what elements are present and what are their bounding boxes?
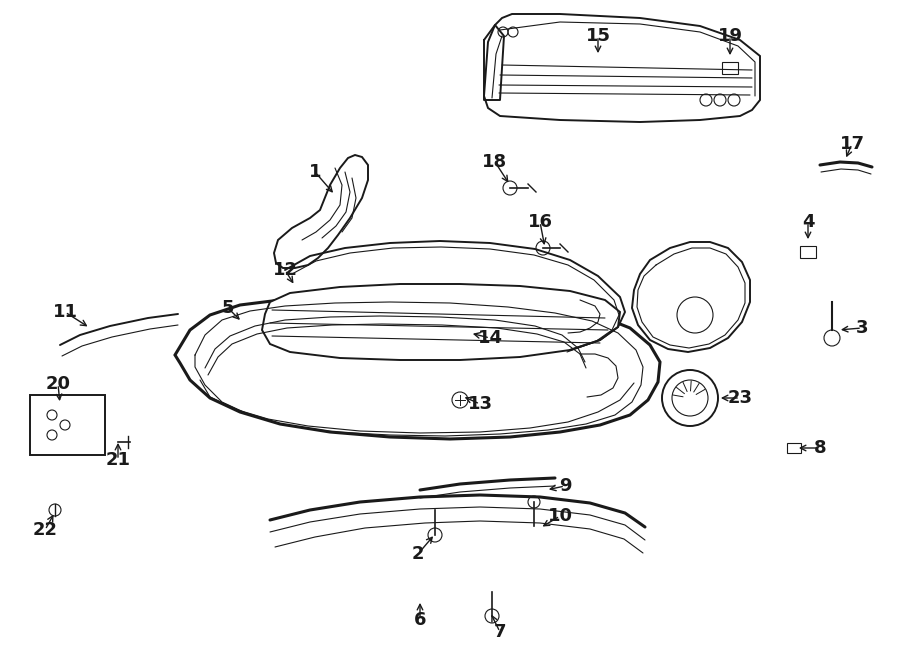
Text: 5: 5 — [221, 299, 234, 317]
Text: 20: 20 — [46, 375, 70, 393]
Polygon shape — [274, 155, 368, 268]
Polygon shape — [175, 297, 660, 439]
Text: 2: 2 — [412, 545, 424, 563]
Text: 17: 17 — [840, 135, 865, 153]
Text: 6: 6 — [414, 611, 427, 629]
Text: 7: 7 — [494, 623, 506, 641]
Text: 18: 18 — [482, 153, 508, 171]
Text: 14: 14 — [478, 329, 502, 347]
Text: 1: 1 — [309, 163, 321, 181]
Text: 22: 22 — [32, 521, 58, 539]
Text: 9: 9 — [559, 477, 572, 495]
Text: 19: 19 — [717, 27, 742, 45]
Text: 11: 11 — [52, 303, 77, 321]
Polygon shape — [632, 242, 750, 352]
Text: 10: 10 — [547, 507, 572, 525]
Polygon shape — [484, 14, 760, 122]
Text: 13: 13 — [467, 395, 492, 413]
Text: 16: 16 — [527, 213, 553, 231]
Text: 8: 8 — [814, 439, 826, 457]
Text: 15: 15 — [586, 27, 610, 45]
Text: 21: 21 — [105, 451, 130, 469]
Text: 3: 3 — [856, 319, 868, 337]
Text: 4: 4 — [802, 213, 814, 231]
Text: 23: 23 — [727, 389, 752, 407]
Polygon shape — [262, 284, 620, 360]
Text: 12: 12 — [273, 261, 298, 279]
